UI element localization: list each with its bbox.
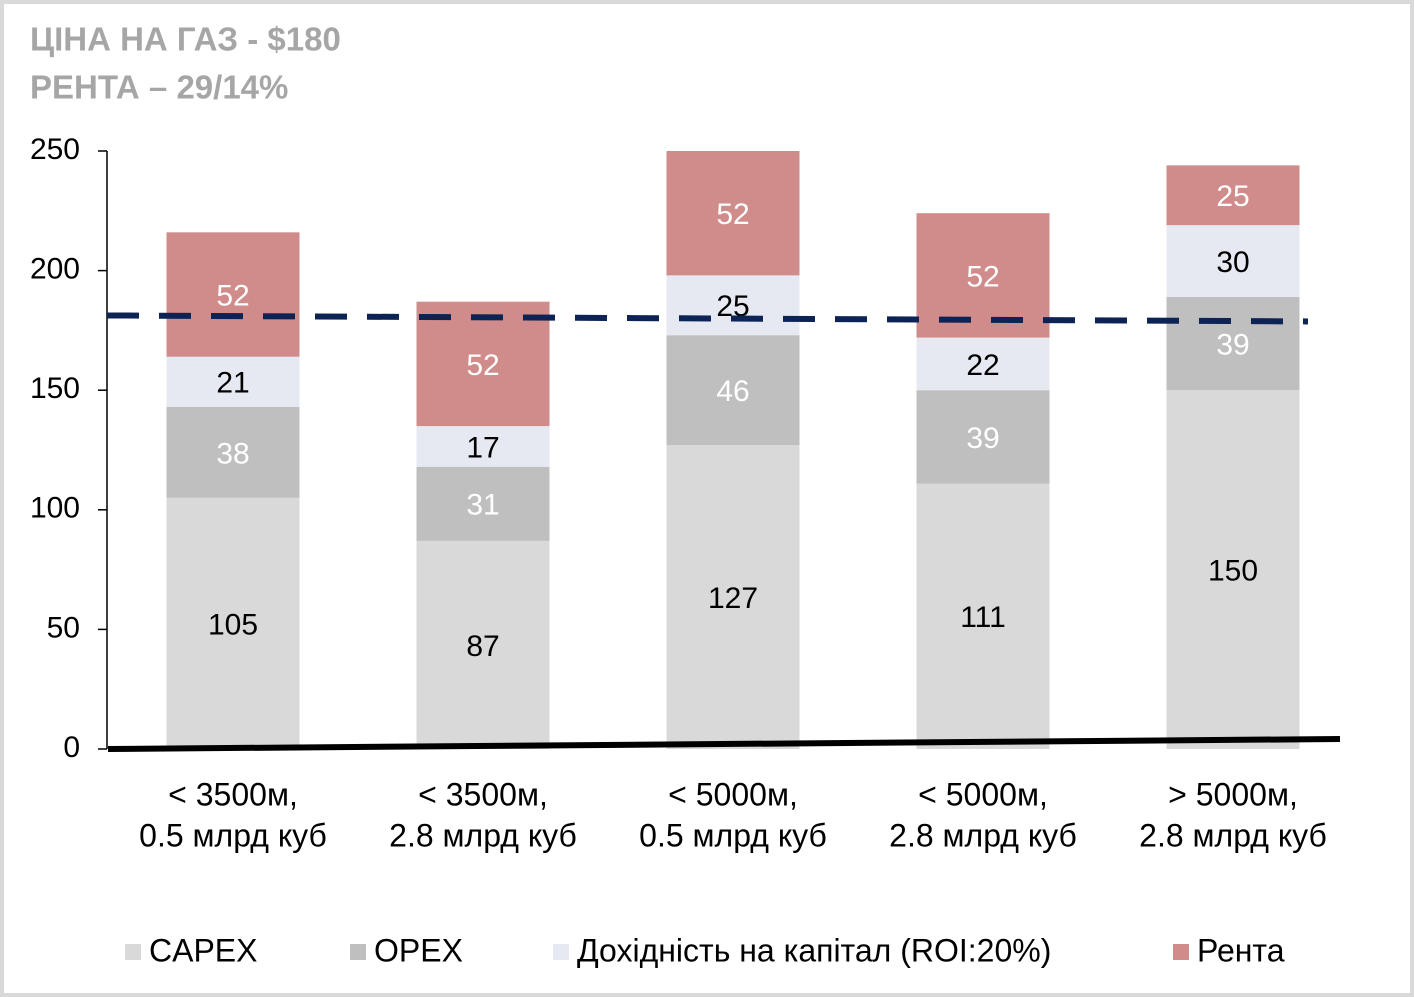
- bar-segment: [1166, 296, 1300, 391]
- bar-segment: [666, 335, 800, 446]
- y-tick-label: 200: [30, 253, 80, 286]
- x-tick-label: 2.8 млрд куб: [389, 817, 577, 853]
- data-label: 127: [708, 582, 758, 615]
- data-label: 52: [466, 349, 499, 382]
- bar-segment: [1166, 390, 1300, 749]
- legend-swatch: [350, 944, 366, 960]
- bar-segment: [1166, 225, 1300, 297]
- x-tick-label: 0.5 млрд куб: [139, 817, 327, 853]
- bar-segment: [166, 406, 300, 498]
- bar-segment: [416, 540, 550, 749]
- x-tick-label: 2.8 млрд куб: [1139, 817, 1327, 853]
- bar-segment: [1166, 165, 1300, 226]
- legend-label: Дохідність на капітал (ROI:20%): [577, 932, 1051, 968]
- data-label: 39: [1216, 328, 1249, 361]
- x-tick-label: < 5000м,: [918, 776, 1048, 812]
- data-label: 87: [466, 630, 499, 663]
- legend-label: OPEX: [374, 932, 463, 968]
- data-label: 21: [216, 367, 249, 400]
- bar-segment: [416, 466, 550, 541]
- data-label: 46: [716, 375, 749, 408]
- legend-swatch: [1173, 944, 1189, 960]
- y-tick-label: 250: [30, 133, 80, 166]
- bar-segment: [416, 426, 550, 467]
- legend-label: Рента: [1197, 932, 1285, 968]
- data-label: 31: [466, 489, 499, 522]
- x-axis: [107, 736, 1341, 752]
- chart-title: РЕНТА – 29/14%: [30, 69, 288, 106]
- data-label: 111: [960, 601, 1006, 634]
- x-tick-label: > 5000м,: [1168, 776, 1298, 812]
- y-tick-label: 50: [47, 611, 80, 644]
- bar-segment: [916, 483, 1050, 749]
- bar-segment: [916, 213, 1050, 338]
- x-tick-label: 2.8 млрд куб: [889, 817, 1077, 853]
- data-label: 52: [216, 279, 249, 312]
- data-label: 52: [716, 198, 749, 231]
- data-label: 52: [966, 260, 999, 293]
- data-label: 30: [1216, 246, 1249, 279]
- data-label: 25: [1216, 180, 1249, 213]
- bar-segment: [166, 232, 300, 357]
- y-tick-label: 150: [30, 372, 80, 405]
- data-label: 105: [208, 608, 258, 641]
- y-tick-label: 0: [63, 731, 80, 764]
- legend-swatch: [553, 944, 569, 960]
- data-label: 150: [1208, 555, 1258, 588]
- x-tick-label: < 3500м,: [168, 776, 298, 812]
- data-label: 39: [966, 422, 999, 455]
- chart-title: ЦІНА НА ГАЗ - $180: [30, 21, 341, 58]
- bar-segment: [416, 301, 550, 427]
- data-label: 38: [216, 437, 249, 470]
- data-label: 22: [966, 349, 999, 382]
- bar-segment: [916, 337, 1050, 391]
- bar-segment: [666, 275, 800, 336]
- reference-line: [106, 312, 1309, 325]
- bar-segment: [166, 497, 300, 749]
- bar-segment: [166, 356, 300, 407]
- bar-segment: [666, 151, 800, 276]
- bar-segment: [666, 445, 800, 749]
- data-label: 17: [466, 431, 499, 464]
- x-tick-label: 0.5 млрд куб: [639, 817, 827, 853]
- x-tick-label: < 3500м,: [418, 776, 548, 812]
- legend-swatch: [125, 944, 141, 960]
- legend-label: CAPEX: [149, 932, 257, 968]
- x-tick-label: < 5000м,: [668, 776, 798, 812]
- y-tick-label: 100: [30, 492, 80, 525]
- bar-segment: [916, 390, 1050, 484]
